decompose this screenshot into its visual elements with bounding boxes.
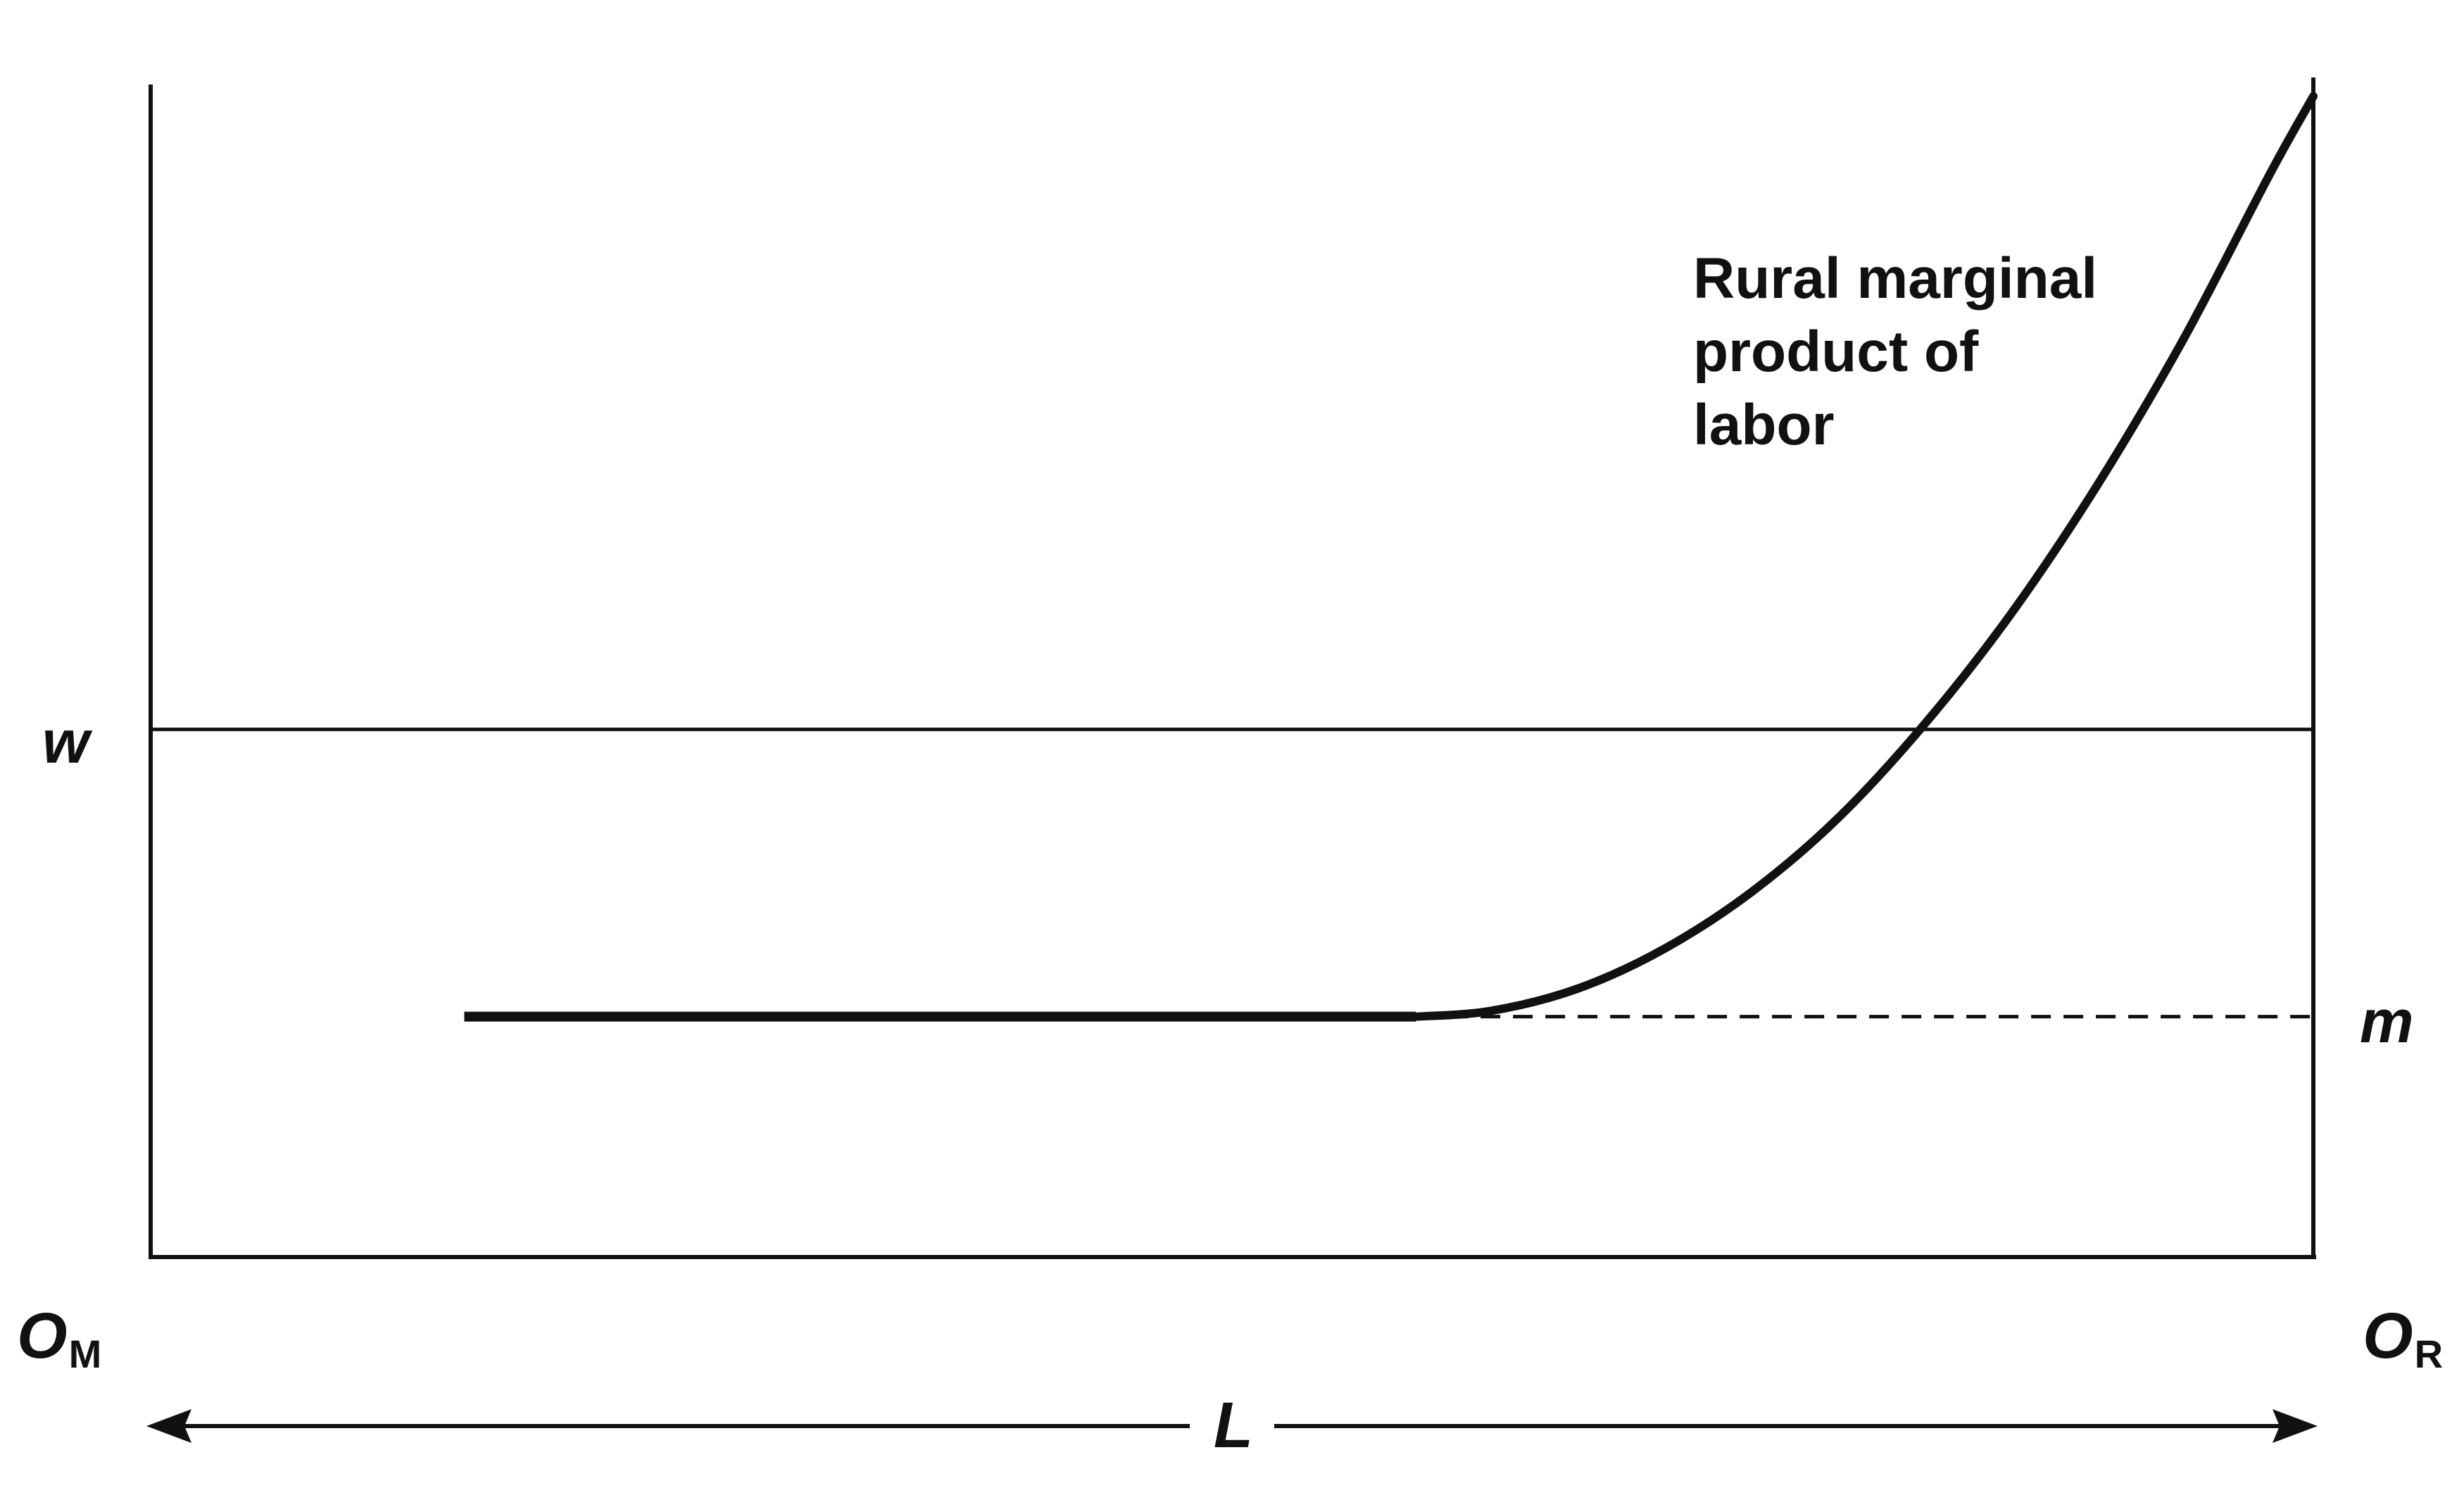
origin-right-letter: O <box>2363 1300 2413 1372</box>
origin-left-letter: O <box>17 1300 68 1372</box>
labor-arrow: L <box>146 1389 2318 1461</box>
series-layer <box>464 92 2318 1022</box>
axes <box>149 77 2316 1259</box>
rural-mpl-curve <box>1412 92 2318 1021</box>
origin-right-subscript: R <box>2415 1332 2443 1376</box>
x-axis-label: L <box>1214 1389 1253 1461</box>
w-label: w <box>42 708 93 776</box>
curve-label-line-2: product of <box>1693 320 1979 384</box>
labor-arrow-right-head <box>2273 1409 2318 1443</box>
m-label: m <box>2360 988 2413 1056</box>
curve-label-line-3: labor <box>1693 393 1834 457</box>
labels: w m OM OR Rural marginal product of labo… <box>17 246 2443 1376</box>
curve-label-line-1: Rural marginal <box>1693 246 2097 311</box>
origin-left-subscript: M <box>69 1332 102 1376</box>
origin-right-label: OR <box>2363 1300 2443 1376</box>
labor-arrow-left-head <box>146 1409 191 1443</box>
origin-left-label: OM <box>17 1300 101 1376</box>
